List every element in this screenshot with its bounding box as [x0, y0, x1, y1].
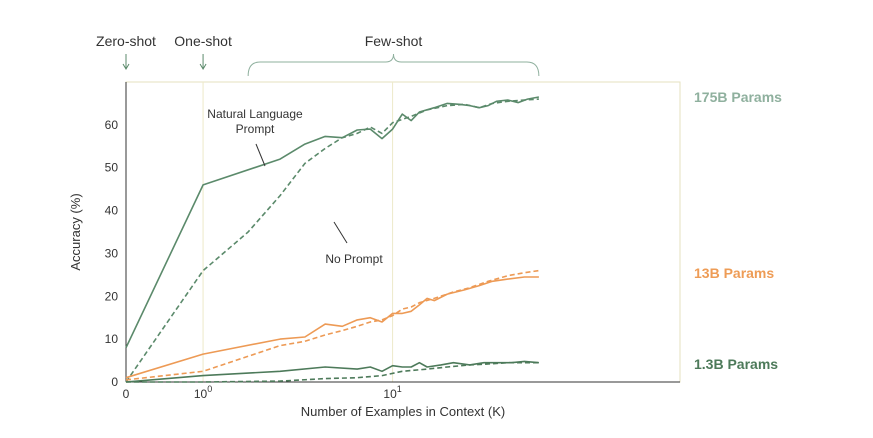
regime-label-0: Zero-shot	[96, 33, 156, 49]
x-tick-base-0: 0	[123, 387, 130, 401]
plot-frame	[125, 81, 681, 383]
y-tick-label-2: 20	[105, 289, 119, 303]
y-tick-labels: 0 10 20 30 40 50 60	[105, 118, 119, 389]
x-tick-base-1: 10	[194, 387, 208, 401]
y-tick-label-1: 10	[105, 332, 119, 346]
x-tick-label-1: 100	[194, 384, 212, 401]
y-tick-label-6: 60	[105, 118, 119, 132]
regime-arrowhead-0	[122, 63, 130, 70]
series-175b-params-nl-prompt-line	[125, 96, 540, 349]
few-shot-brace	[247, 53, 540, 77]
shot-regime-labels: Zero-shot One-shot Few-shot	[96, 33, 540, 77]
annotation-nl-prompt-line-1: Prompt	[236, 122, 275, 136]
series-175b-params-no-prompt-line	[125, 98, 539, 383]
x-tick-label-0: 0	[123, 387, 130, 401]
regime-label-1: One-shot	[174, 33, 232, 49]
y-axis-title: Accuracy (%)	[68, 193, 83, 270]
y-tick-label-3: 30	[105, 246, 119, 260]
series-name-labels: 175B Params 13B Params 1.3B Params	[694, 89, 782, 372]
series-13b-params-no-prompt-line	[125, 269, 540, 381]
annotation-no-prompt: No Prompt	[325, 252, 383, 266]
x-axis-title: Number of Examples in Context (K)	[301, 404, 505, 419]
y-tick-label-0: 0	[111, 375, 118, 389]
annotation-nl-prompt-line-0: Natural Language	[207, 107, 303, 121]
x-tick-labels: 0 100 101	[123, 384, 402, 401]
plot-axes	[125, 82, 680, 383]
annotation-nl-prompt-pointer	[255, 143, 266, 167]
series-label-175b: 175B Params	[694, 89, 782, 105]
series-label-13b: 13B Params	[694, 265, 774, 281]
annotation-no-prompt-pointer	[333, 221, 348, 244]
series-label-1-3b: 1.3B Params	[694, 356, 778, 372]
y-tick-label-5: 50	[105, 161, 119, 175]
x-tick-base-2: 10	[383, 387, 397, 401]
x-tick-exponent-2: 1	[397, 384, 402, 394]
series-1-3b-params-no-prompt-line	[126, 361, 539, 383]
regime-label-2: Few-shot	[365, 33, 423, 49]
x-tick-label-2: 101	[383, 384, 401, 401]
series-13b-params-nl-prompt-line	[125, 276, 539, 379]
x-tick-exponent-1: 0	[207, 384, 212, 394]
y-tick-label-4: 40	[105, 204, 119, 218]
series-lines	[125, 96, 540, 383]
series-1-3b-params-nl-prompt-line	[125, 360, 539, 383]
regime-arrowhead-1	[199, 63, 207, 70]
